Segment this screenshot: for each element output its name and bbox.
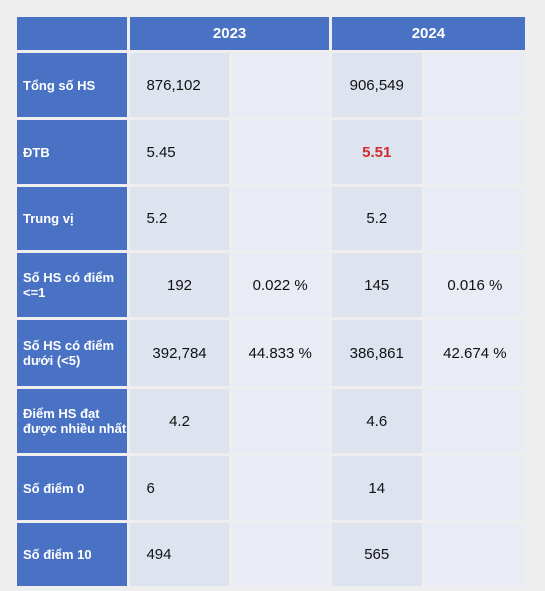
row-label: Số HS có điểm <=1 <box>17 253 128 317</box>
value-2023: 6 <box>130 456 229 520</box>
table-row: Tổng số HS 876,102 906,549 <box>17 53 525 117</box>
percent-2024 <box>424 187 525 250</box>
percent-2023: 0.022 % <box>231 253 329 317</box>
row-label: Điểm HS đạt được nhiều nhất <box>17 389 128 453</box>
table-row: Số HS có điểm dưới (<5) 392,784 44.833 %… <box>17 320 525 386</box>
percent-2023: 44.833 % <box>231 320 329 386</box>
value-2023: 192 <box>130 253 229 317</box>
table-row: Số HS có điểm <=1 192 0.022 % 145 0.016 … <box>17 253 525 317</box>
percent-2024 <box>424 389 525 453</box>
row-label: Trung vị <box>17 187 128 250</box>
row-label: Số điểm 0 <box>17 456 128 520</box>
value-2024: 5.2 <box>331 187 422 250</box>
value-2023: 494 <box>130 523 229 586</box>
value-2024: 386,861 <box>331 320 422 386</box>
percent-2023 <box>231 120 329 184</box>
value-2024: 4.6 <box>331 389 422 453</box>
table-row: Trung vị 5.2 5.2 <box>17 187 525 250</box>
percent-2024: 0.016 % <box>424 253 525 317</box>
value-2023: 5.45 <box>130 120 229 184</box>
value-2023: 876,102 <box>130 53 229 117</box>
value-2024: 145 <box>331 253 422 317</box>
value-2024: 14 <box>331 456 422 520</box>
row-label: ĐTB <box>17 120 128 184</box>
header-year-2023: 2023 <box>130 17 329 50</box>
table-header-row: 2023 2024 <box>17 17 525 50</box>
header-year-2024: 2024 <box>331 17 525 50</box>
percent-2024 <box>424 456 525 520</box>
value-2023: 392,784 <box>130 320 229 386</box>
percent-2024 <box>424 523 525 586</box>
percent-2023 <box>231 523 329 586</box>
value-2024-highlighted: 5.51 <box>331 120 422 184</box>
value-2024: 906,549 <box>331 53 422 117</box>
value-2023: 5.2 <box>130 187 229 250</box>
percent-2023 <box>231 456 329 520</box>
table-row: Số điểm 10 494 565 <box>17 523 525 586</box>
percent-2023 <box>231 53 329 117</box>
table-row: ĐTB 5.45 5.51 <box>17 120 525 184</box>
percent-2024: 42.674 % <box>424 320 525 386</box>
row-label: Số HS có điểm dưới (<5) <box>17 320 128 386</box>
header-corner <box>17 17 128 50</box>
row-label: Số điểm 10 <box>17 523 128 586</box>
percent-2023 <box>231 389 329 453</box>
value-2024: 565 <box>331 523 422 586</box>
percent-2024 <box>424 120 525 184</box>
percent-2024 <box>424 53 525 117</box>
score-comparison-table: 2023 2024 Tổng số HS 876,102 906,549 ĐTB… <box>14 14 528 589</box>
table-row: Điểm HS đạt được nhiều nhất 4.2 4.6 <box>17 389 525 453</box>
table-row: Số điểm 0 6 14 <box>17 456 525 520</box>
row-label: Tổng số HS <box>17 53 128 117</box>
value-2023: 4.2 <box>130 389 229 453</box>
percent-2023 <box>231 187 329 250</box>
